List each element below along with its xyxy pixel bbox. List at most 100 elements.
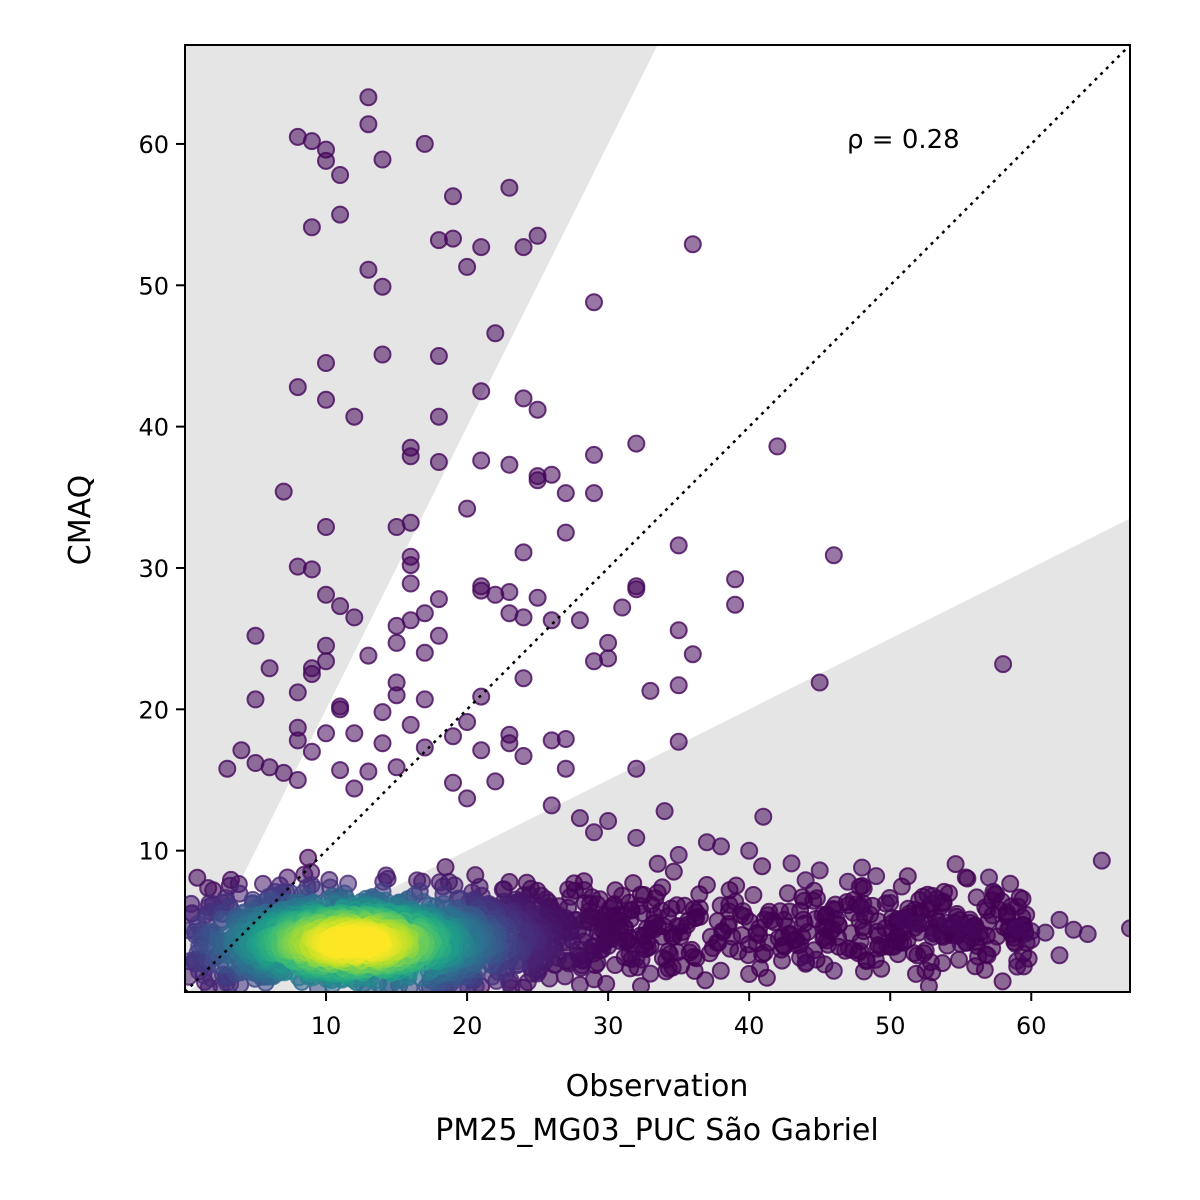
data-point (415, 604, 434, 623)
y-tick-label: 10 (138, 838, 169, 866)
y-axis-ticks: 10 20 30 40 50 60 (138, 131, 185, 866)
data-point (868, 939, 887, 958)
data-point (585, 484, 603, 503)
data-point (373, 703, 392, 722)
data-point (1092, 851, 1111, 870)
data-point (345, 724, 364, 743)
data-point (274, 482, 293, 501)
data-point (500, 178, 519, 197)
data-point (514, 669, 533, 688)
data-point (246, 690, 265, 709)
data-point (317, 724, 335, 743)
data-point (415, 690, 434, 709)
data-point (528, 471, 547, 490)
data-point (246, 626, 265, 645)
data-point (436, 858, 455, 877)
data-point (648, 854, 667, 873)
data-point (556, 730, 575, 748)
data-point (664, 862, 683, 881)
data-point (701, 927, 720, 946)
x-tick-label: 20 (452, 1012, 483, 1040)
x-axis-label: Observation (566, 1069, 749, 1104)
data-point (980, 868, 998, 887)
data-point (302, 218, 321, 237)
data-point (373, 345, 392, 364)
data-point (867, 867, 886, 886)
data-point (514, 608, 533, 627)
data-point (486, 324, 505, 343)
data-point (542, 611, 561, 630)
data-point (444, 773, 462, 792)
y-tick-label: 60 (138, 131, 169, 159)
data-point (711, 961, 730, 980)
data-point (965, 920, 984, 939)
data-point (345, 779, 364, 798)
data-point (401, 715, 420, 734)
data-point (514, 747, 533, 765)
data-point (824, 961, 843, 980)
data-point (317, 390, 335, 409)
data-point (429, 407, 448, 426)
data-point (346, 933, 364, 952)
data-point (1050, 946, 1069, 965)
data-point (500, 734, 519, 753)
data-point (288, 378, 307, 397)
data-point (317, 354, 335, 372)
data-point (331, 205, 350, 224)
data-point (528, 400, 547, 419)
data-point (950, 950, 968, 969)
data-point (387, 633, 406, 652)
data-point (472, 741, 491, 760)
data-point (810, 861, 829, 880)
data-point (683, 645, 702, 664)
data-point (824, 546, 843, 565)
data-point (429, 590, 448, 609)
data-point (401, 574, 420, 593)
data-point (472, 382, 491, 401)
data-point (401, 447, 420, 466)
data-point (655, 802, 674, 821)
data-point (288, 771, 307, 789)
data-point (302, 742, 321, 761)
data-point (669, 676, 688, 695)
data-point (514, 543, 533, 562)
data-point (1008, 957, 1027, 976)
data-point (669, 536, 688, 555)
data-point (288, 683, 307, 702)
x-axis-ticks: 10 20 30 40 50 60 (311, 992, 1047, 1040)
data-point (1121, 919, 1130, 938)
data-point (669, 845, 688, 864)
scatter-points (185, 88, 1130, 992)
data-point (556, 759, 575, 778)
data-point (994, 655, 1013, 674)
data-point (782, 854, 801, 873)
data-point (299, 848, 318, 867)
data-point (556, 484, 575, 503)
data-point (514, 238, 533, 257)
data-point (359, 115, 378, 134)
data-point (331, 166, 350, 184)
data-point (810, 673, 829, 692)
data-point (708, 912, 727, 930)
data-point (500, 455, 519, 474)
data-point (570, 809, 589, 828)
data-point (188, 868, 207, 887)
data-point (415, 738, 434, 757)
data-point (641, 681, 660, 700)
data-point (444, 727, 462, 746)
data-point (218, 759, 237, 778)
data-point (317, 518, 335, 536)
x-axis-sublabel: PM25_MG03_PUC São Gabriel (435, 1113, 878, 1148)
data-point (744, 886, 763, 904)
data-point (627, 828, 646, 847)
data-point (1036, 923, 1055, 942)
data-point (570, 975, 589, 992)
y-tick-label: 40 (138, 414, 169, 442)
data-point (641, 964, 660, 983)
data-point (613, 598, 632, 617)
data-point (500, 583, 519, 601)
data-point (653, 949, 672, 967)
data-point (401, 513, 420, 532)
data-point (909, 915, 928, 934)
